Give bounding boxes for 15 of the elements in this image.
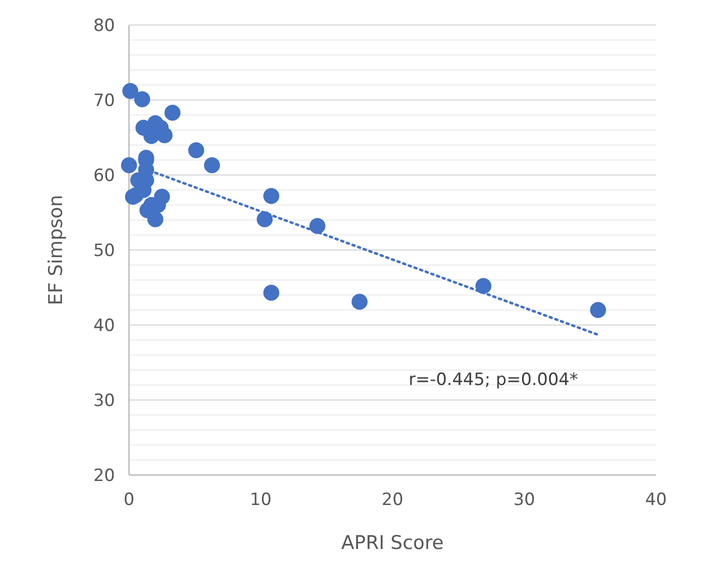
x-tick-label: 40 — [645, 490, 667, 510]
y-tick-label: 20 — [93, 466, 115, 486]
y-tick-label: 50 — [93, 240, 115, 261]
x-tick-label: 30 — [513, 490, 536, 510]
x-tick-label: 10 — [250, 490, 272, 510]
y-tick-label: 30 — [93, 390, 115, 411]
annotation: r=-0.445; p=0.004* — [408, 370, 578, 390]
y-tick-label: 70 — [93, 90, 115, 111]
x-tick-label: 0 — [124, 490, 134, 510]
x-axis-title: APRI Score — [341, 532, 444, 554]
y-tick-label: 80 — [93, 16, 115, 36]
y-tick-label: 40 — [93, 316, 115, 336]
x-tick-label: 20 — [382, 490, 404, 510]
y-tick-label: 60 — [93, 166, 115, 186]
y-axis-title: EF Simpson — [45, 194, 67, 306]
